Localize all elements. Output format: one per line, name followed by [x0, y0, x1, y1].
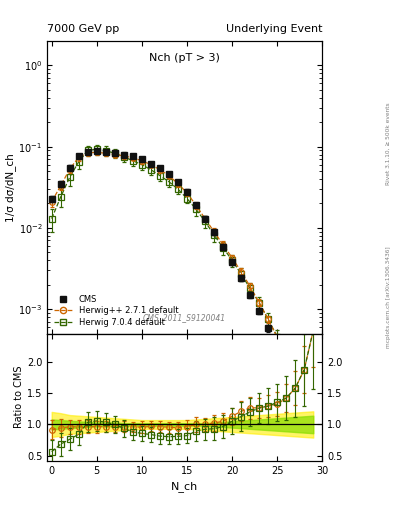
- Text: mcplots.cern.ch [arXiv:1306.3436]: mcplots.cern.ch [arXiv:1306.3436]: [386, 246, 391, 348]
- X-axis label: N_ch: N_ch: [171, 481, 198, 492]
- Text: Underlying Event: Underlying Event: [226, 24, 322, 34]
- Text: Rivet 3.1.10, ≥ 500k events: Rivet 3.1.10, ≥ 500k events: [386, 102, 391, 185]
- Text: Nch (pT > 3): Nch (pT > 3): [149, 53, 220, 62]
- Legend: CMS, Herwig++ 2.7.1 default, Herwig 7.0.4 default: CMS, Herwig++ 2.7.1 default, Herwig 7.0.…: [51, 292, 181, 329]
- Y-axis label: Ratio to CMS: Ratio to CMS: [14, 366, 24, 429]
- Text: 7000 GeV pp: 7000 GeV pp: [47, 24, 119, 34]
- Text: CMS_2011_S9120041: CMS_2011_S9120041: [143, 313, 226, 322]
- Y-axis label: 1/σ dσ/dN_ch: 1/σ dσ/dN_ch: [5, 153, 16, 222]
